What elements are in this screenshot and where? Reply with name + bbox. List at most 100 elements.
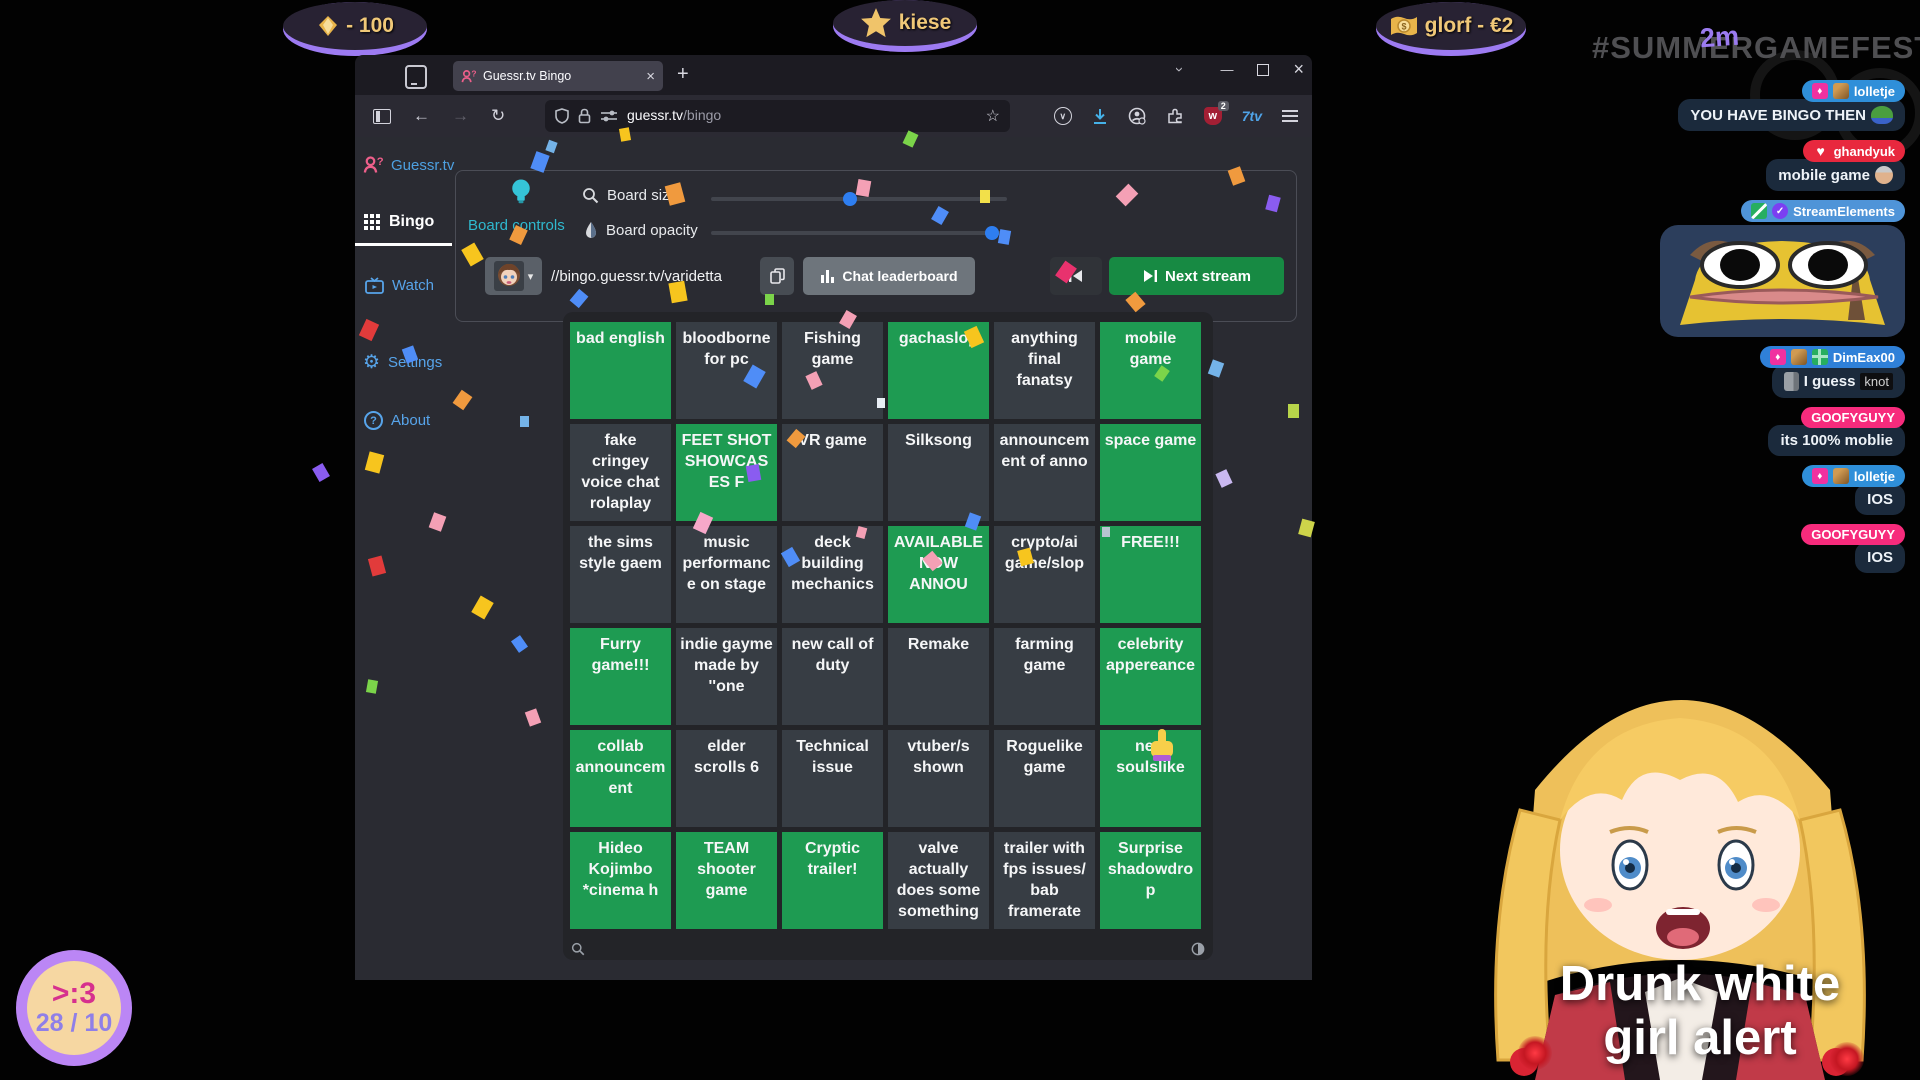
bingo-cell[interactable]: Furry game!!! xyxy=(570,628,671,725)
bingo-cell[interactable]: Technical issue xyxy=(782,730,883,827)
bingo-cell[interactable]: trailer with fps issues/ bab framerate xyxy=(994,832,1095,929)
copy-url-button[interactable] xyxy=(760,257,794,295)
bingo-cell[interactable]: Cryptic trailer! xyxy=(782,832,883,929)
sidebar-item-watch[interactable]: Watch xyxy=(365,277,434,294)
bingo-cell[interactable]: FEET SHOT SHOWCASES F xyxy=(676,424,777,521)
bingo-cell[interactable]: AVAILABLE NOW ANNOU xyxy=(888,526,989,623)
chat-message-bubble: mobile game xyxy=(1766,159,1905,191)
minimize-button[interactable]: — xyxy=(1220,62,1234,77)
bingo-cell[interactable]: bloodborne for pc xyxy=(676,322,777,419)
bingo-cell[interactable]: elder scrolls 6 xyxy=(676,730,777,827)
menu-hamburger-icon[interactable] xyxy=(1282,115,1298,117)
firefox-view-icon[interactable] xyxy=(405,65,427,89)
bingo-cell[interactable]: TEAM shooter game xyxy=(676,832,777,929)
bingo-cell[interactable]: celebrity appereance xyxy=(1100,628,1201,725)
bingo-cell[interactable]: VR game xyxy=(782,424,883,521)
download-icon[interactable] xyxy=(1092,108,1108,125)
window-close-button[interactable]: × xyxy=(1293,59,1304,79)
bingo-cell[interactable]: deck building mechanics xyxy=(782,526,883,623)
bingo-cell[interactable]: crypto/ai game/slop xyxy=(994,526,1095,623)
tab-close-icon[interactable]: × xyxy=(646,67,655,85)
chat-message-text: IOS xyxy=(1867,549,1893,566)
permissions-icon[interactable] xyxy=(600,109,618,123)
board-zoom-icon[interactable] xyxy=(571,942,585,956)
bingo-cell[interactable]: Fishing game xyxy=(782,322,883,419)
gem-icon xyxy=(319,16,338,36)
sidebar-item-settings[interactable]: ⚙ Settings xyxy=(363,351,442,374)
board-opacity-slider[interactable] xyxy=(711,226,1004,240)
bingo-cell[interactable]: Hideo Kojimbo *cinema h xyxy=(570,832,671,929)
board-size-slider[interactable] xyxy=(711,192,1007,206)
bingo-cell[interactable]: collab announcement xyxy=(570,730,671,827)
share-url-text[interactable]: //bingo.guessr.tv/varidetta xyxy=(551,267,722,285)
cat-badge-icon xyxy=(1832,468,1849,484)
bingo-cell[interactable]: announcement of anno xyxy=(994,424,1095,521)
board-contrast-icon[interactable] xyxy=(1191,942,1205,956)
bingo-cell[interactable]: fake cringey voice chat rolaplay xyxy=(570,424,671,521)
bingo-cell[interactable]: valve actually does some something xyxy=(888,832,989,929)
chat-emote-chip: knot xyxy=(1860,373,1893,390)
bingo-cell[interactable]: music performance on stage xyxy=(676,526,777,623)
bingo-cell[interactable]: mobile game xyxy=(1100,322,1201,419)
chat-leaderboard-button[interactable]: Chat leaderboard xyxy=(803,257,975,295)
account-icon[interactable] xyxy=(1128,107,1146,125)
chat-message-bubble: I guess knot xyxy=(1771,365,1905,398)
previous-stream-button[interactable] xyxy=(1050,257,1102,295)
bingo-cell[interactable]: vtuber/s shown xyxy=(888,730,989,827)
diamond-badge-icon: ♦ xyxy=(1769,349,1786,365)
confetti-piece xyxy=(312,463,330,482)
sidebar-toggle-icon[interactable] xyxy=(373,108,391,124)
bingo-cell[interactable]: the sims style gaem xyxy=(570,526,671,623)
site-logo[interactable]: ? Guessr.tv xyxy=(363,155,454,175)
tab-bar: ? Guessr.tv Bingo × + › — × xyxy=(355,55,1312,95)
browser-tab[interactable]: ? Guessr.tv Bingo × xyxy=(453,61,663,91)
bingo-cell[interactable]: Surprise shadowdrop xyxy=(1100,832,1201,929)
back-icon[interactable]: ← xyxy=(413,106,430,125)
board-size-label: Board size xyxy=(607,187,678,204)
chat-message-bubble: its 100% moblie xyxy=(1768,425,1905,456)
sidebar-item-label: Watch xyxy=(392,277,434,294)
bingo-cell[interactable]: Silksong xyxy=(888,424,989,521)
streamer-avatar xyxy=(493,261,524,291)
bingo-cell[interactable]: bad english xyxy=(570,322,671,419)
bingo-cell[interactable]: new call of duty xyxy=(782,628,883,725)
bingo-cell[interactable]: indie gayme made by ''one xyxy=(676,628,777,725)
chat-username-pill: GOOFYGUYY xyxy=(1801,524,1905,545)
next-stream-label: Next stream xyxy=(1165,267,1251,285)
forward-icon[interactable]: → xyxy=(452,106,469,125)
sidebar-item-about[interactable]: ? About xyxy=(364,411,430,430)
bingo-cell[interactable]: FREE!!! xyxy=(1100,526,1201,623)
next-stream-button[interactable]: Next stream xyxy=(1109,257,1284,295)
ribbon-glow-left xyxy=(1518,1036,1552,1070)
lock-icon[interactable] xyxy=(578,108,591,124)
bingo-cell[interactable]: space game xyxy=(1100,424,1201,521)
tab-list-chevron-icon[interactable]: › xyxy=(1171,67,1189,72)
streamer-select-dropdown[interactable]: ▾ xyxy=(485,257,542,295)
shield-icon[interactable] xyxy=(555,108,569,124)
chat-leaderboard-label: Chat leaderboard xyxy=(842,268,958,284)
url-bar[interactable]: guessr.tv/bingo ☆ xyxy=(545,100,1010,132)
skip-next-icon xyxy=(1144,270,1158,282)
chat-message-text: IOS xyxy=(1867,491,1893,508)
bingo-cell[interactable]: Roguelike game xyxy=(994,730,1095,827)
copy-icon xyxy=(769,268,785,284)
maximize-button[interactable] xyxy=(1257,63,1270,76)
extensions-puzzle-icon[interactable] xyxy=(1166,107,1184,125)
board-size-slider-thumb[interactable] xyxy=(843,192,858,206)
sidebar-item-bingo[interactable]: Bingo xyxy=(363,213,434,231)
bingo-cell[interactable]: farming game xyxy=(994,628,1095,725)
bingo-cell[interactable]: Remake xyxy=(888,628,989,725)
bingo-cell[interactable]: gachaslop xyxy=(888,322,989,419)
tv-icon xyxy=(365,277,384,294)
new-tab-button[interactable]: + xyxy=(677,63,689,85)
sidebar-item-label: Bingo xyxy=(389,213,435,230)
pocket-icon[interactable]: ∨ xyxy=(1053,107,1072,125)
bingo-cell[interactable]: anything final fanatsy xyxy=(994,322,1095,419)
alert-line-1: Drunk white xyxy=(1559,957,1841,1011)
seventv-icon[interactable]: 7tv xyxy=(1241,108,1262,124)
bookmark-star-icon[interactable]: ☆ xyxy=(985,108,1000,125)
chat-message-text: mobile game xyxy=(1778,166,1870,184)
board-opacity-slider-thumb[interactable] xyxy=(985,226,1000,240)
reload-icon[interactable]: ↻ xyxy=(491,106,506,125)
